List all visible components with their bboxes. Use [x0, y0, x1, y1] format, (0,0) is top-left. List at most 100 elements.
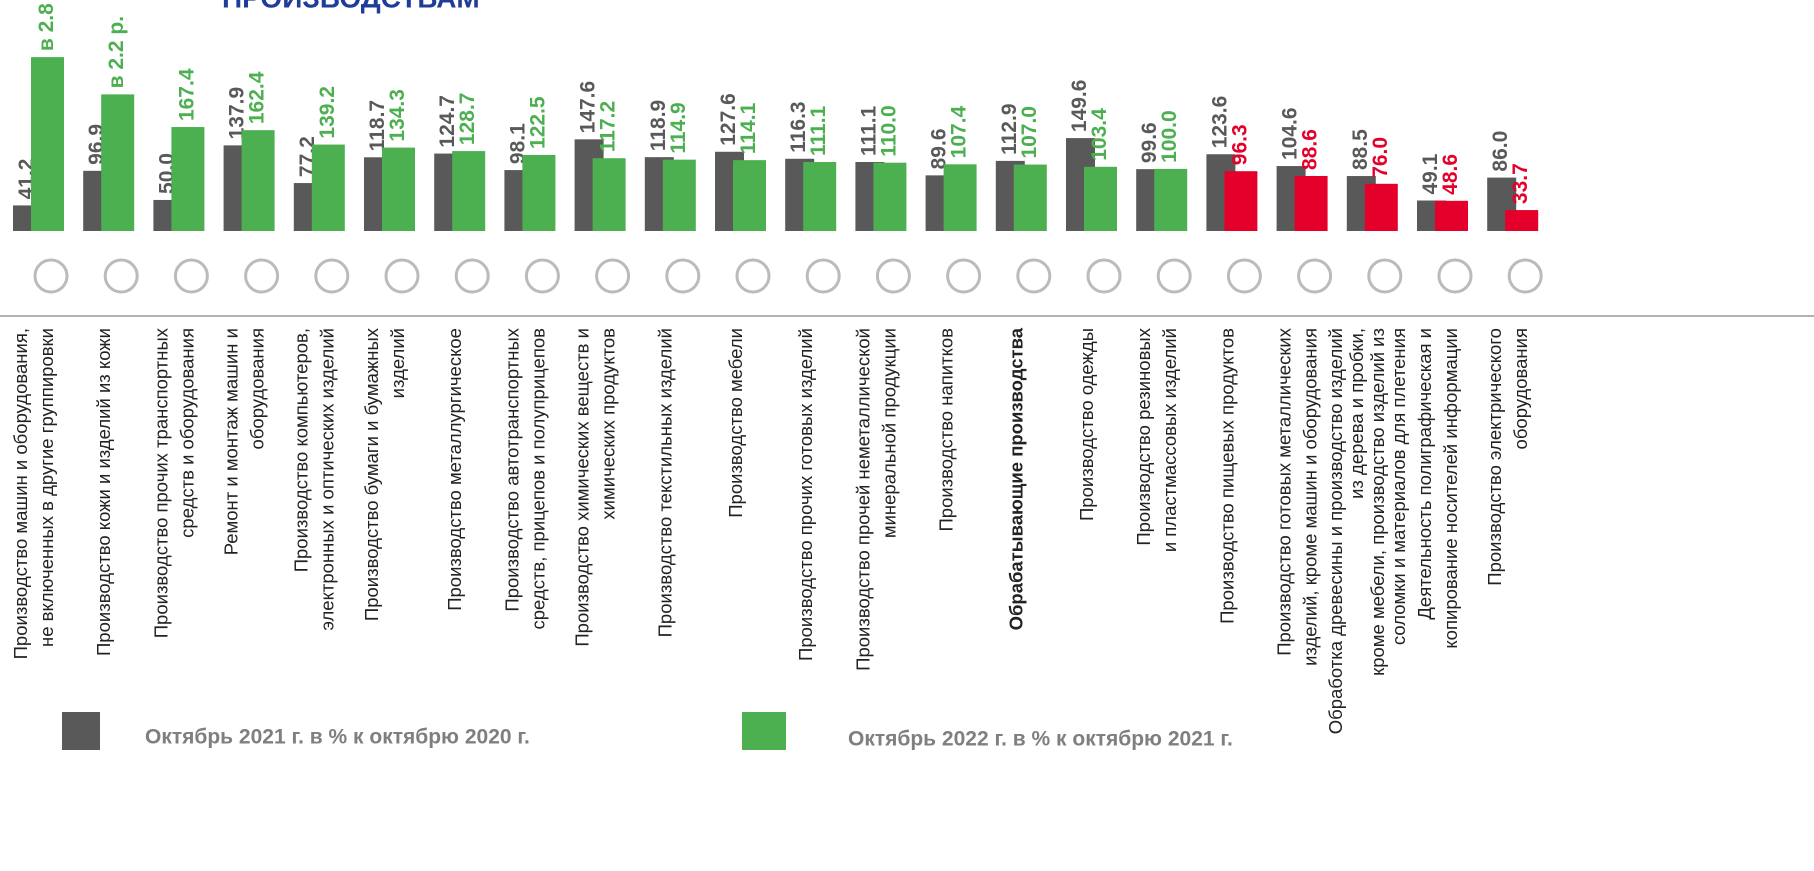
value-label: 86.0: [1489, 131, 1512, 172]
x-tick-label: изделий, кроме машин и оборудования: [1299, 328, 1320, 666]
x-tick-label: оборудования: [246, 328, 267, 449]
bar: [873, 162, 907, 231]
x-tick-label: Производство компьютеров,: [291, 328, 312, 572]
value-label: 117.2: [597, 101, 620, 152]
icon: [946, 258, 982, 294]
x-tick-label: Производство прочих транспортных: [150, 327, 171, 638]
icon: [1297, 258, 1333, 294]
value-label: 114.9: [667, 102, 690, 153]
value-label: 96.3: [1228, 124, 1251, 165]
value-label: 89.6: [928, 128, 951, 169]
value-label: 33.7: [1509, 163, 1532, 204]
bar: [382, 147, 415, 231]
value-label: 118.7: [366, 100, 389, 151]
x-tick-label: Производство машин и оборудования,: [10, 328, 31, 659]
icon: [665, 258, 701, 294]
x-tick-label: Производство электрического: [1484, 328, 1505, 586]
value-label: 88.6: [1299, 129, 1322, 170]
x-tick-label: Производство мебели: [725, 328, 746, 518]
value-label: 107.4: [948, 105, 971, 158]
value-label: 149.6: [1068, 80, 1091, 133]
bar: [943, 164, 977, 231]
icon: [1367, 258, 1403, 294]
x-tick-label: Производство прочей неметаллической: [852, 328, 873, 671]
x-tick-label: Производство металлургическое: [444, 328, 465, 611]
value-label: 49.1: [1419, 153, 1442, 194]
value-label: 111.1: [807, 105, 830, 156]
value-label: 147.6: [577, 81, 600, 134]
bar: [733, 160, 766, 231]
x-tick-label: Ремонт и монтаж машин и: [220, 328, 241, 555]
bar: [1435, 200, 1468, 231]
legend-label: Октябрь 2021 г. в % к октябрю 2020 г.: [145, 726, 530, 749]
bar: [241, 130, 275, 231]
x-tick-label: Производство текстильных изделий: [655, 328, 676, 637]
value-label: 76.0: [1369, 137, 1392, 178]
icon: [454, 258, 490, 294]
icon: [314, 258, 350, 294]
x-tick-label: Деятельность полиграфическая и: [1414, 328, 1435, 620]
value-label: в 2.2 р.: [105, 16, 128, 88]
bar: [1013, 164, 1047, 231]
bar: [592, 158, 626, 231]
value-label: 134.3: [386, 89, 409, 142]
bar: [452, 151, 486, 231]
bar: [1364, 183, 1398, 231]
x-tick-label: Производство бумаги и бумажных: [361, 327, 382, 621]
icon: [735, 258, 771, 294]
x-tick-label: Производство резиновых: [1133, 327, 1154, 545]
bar: [171, 127, 205, 231]
value-label: 123.6: [1208, 96, 1231, 149]
value-label: 99.6: [1138, 122, 1161, 163]
bar: [1084, 166, 1117, 231]
value-label: 111.1: [857, 105, 880, 156]
icon: [595, 258, 631, 294]
icon: [1016, 258, 1052, 294]
x-tick-label: Производство кожи и изделий из кожи: [93, 328, 114, 656]
x-tick-label: минеральной продукции: [878, 328, 899, 538]
chart-title: ПРОИЗВОДСТВАМ: [222, 0, 480, 13]
icon: [244, 258, 280, 294]
x-tick-label: не включенных в другие группировки: [36, 328, 57, 647]
value-label: 118.9: [647, 100, 670, 151]
icon: [524, 258, 560, 294]
x-tick-label: соломки и материалов для плетения: [1388, 328, 1409, 645]
x-tick-label: оборудования: [1510, 328, 1531, 449]
icon: [1437, 258, 1473, 294]
value-label: 114.1: [737, 102, 760, 154]
value-label: 128.7: [456, 93, 479, 146]
value-label: 88.5: [1349, 129, 1372, 170]
value-label: 137.9: [226, 87, 249, 140]
value-label: 116.3: [787, 101, 810, 152]
value-label: 112.9: [998, 103, 1021, 154]
value-label: 98.1: [506, 123, 529, 164]
bar: [1505, 210, 1539, 231]
x-tick-label: средств и оборудования: [176, 328, 197, 538]
x-tick-label: средств, прицепов и полуприцепов: [527, 328, 548, 630]
legend-label: Октябрь 2022 г. в % к октябрю 2021 г.: [848, 728, 1233, 751]
value-label: 127.6: [717, 93, 740, 146]
icon: [1156, 258, 1192, 294]
x-tick-label: изделий: [387, 328, 408, 398]
icon: [1507, 258, 1543, 294]
legend-swatch: [742, 712, 786, 750]
value-label: 167.4: [175, 68, 198, 121]
x-tick-label: кроме мебели, производство изделий из: [1367, 328, 1388, 676]
x-tick-label: Производство готовых металлических: [1273, 327, 1294, 656]
icon: [1086, 258, 1122, 294]
value-label: 139.2: [316, 86, 339, 139]
value-label: 104.6: [1279, 107, 1302, 160]
value-label: 124.7: [436, 95, 459, 148]
bar: [662, 159, 696, 231]
legend-swatch: [62, 712, 100, 750]
icon: [805, 258, 841, 294]
x-tick-label: электронных и оптических изделий: [317, 328, 338, 631]
bar: [1294, 175, 1328, 231]
icon: [103, 258, 139, 294]
value-label: в 2.8 р.: [35, 0, 58, 51]
icon: [173, 258, 209, 294]
x-tick-label: Обработка древесины и производство издел…: [1325, 328, 1346, 734]
x-tick-label: химических продуктов: [597, 328, 618, 520]
x-tick-label: Обрабатывающие производства: [1006, 327, 1027, 630]
